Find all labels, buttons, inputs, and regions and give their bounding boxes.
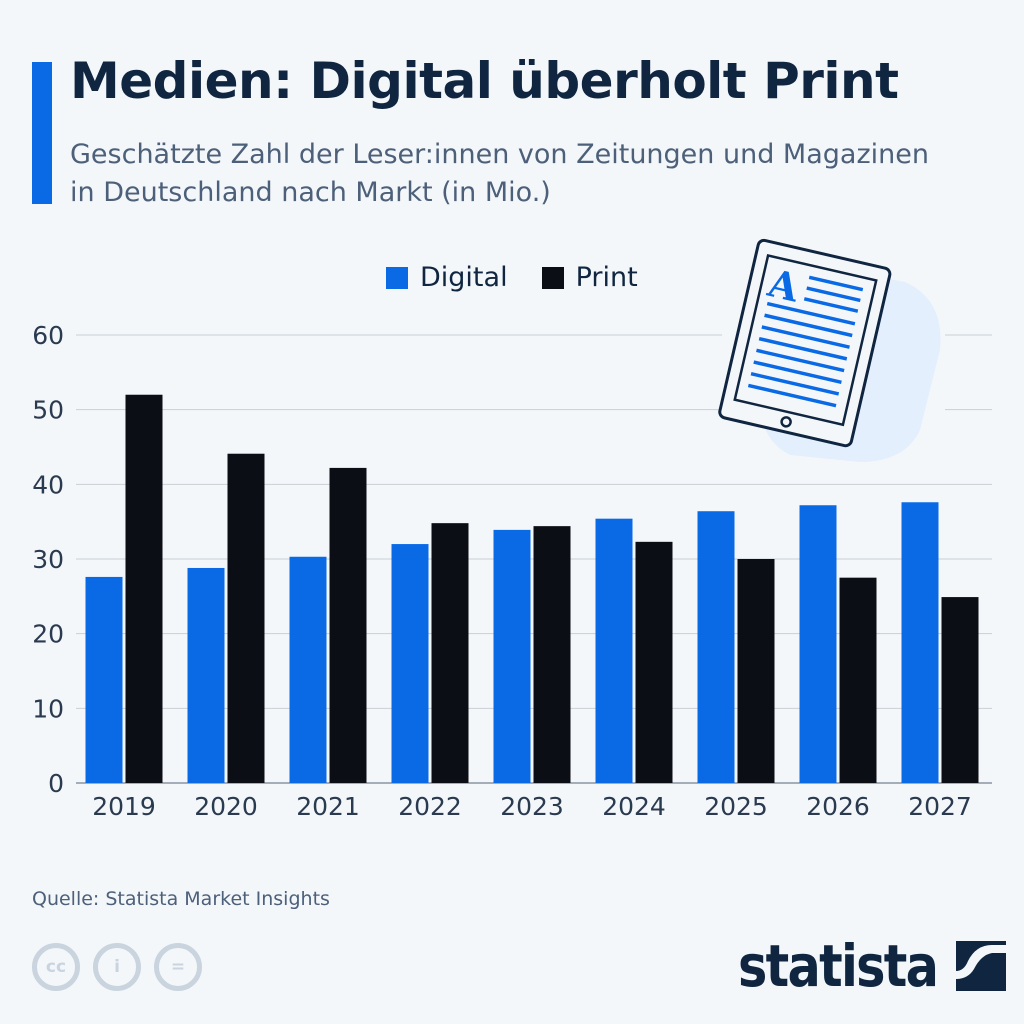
statista-logo-icon bbox=[956, 941, 1007, 991]
bar-print-2019[interactable] bbox=[125, 394, 163, 783]
accent-bar bbox=[32, 62, 52, 204]
y-tick-label: 60 bbox=[32, 321, 64, 350]
legend-label-digital: Digital bbox=[420, 262, 508, 293]
x-tick-label: 2027 bbox=[908, 792, 972, 821]
legend-label-print: Print bbox=[575, 262, 638, 293]
legend-swatch-print bbox=[541, 266, 564, 289]
bar-digital-2020[interactable] bbox=[187, 567, 225, 783]
y-tick-label: 30 bbox=[32, 545, 64, 574]
page-title: Medien: Digital überholt Print bbox=[70, 52, 899, 110]
subtitle: Geschätzte Zahl der Leser:innen von Zeit… bbox=[70, 139, 929, 208]
legend-item-digital: Digital bbox=[386, 262, 508, 293]
bar-print-2026[interactable] bbox=[839, 577, 877, 783]
bar-digital-2022[interactable] bbox=[391, 544, 429, 783]
y-tick-label: 50 bbox=[32, 396, 64, 425]
tablet-icon: A bbox=[718, 238, 892, 448]
source-note: Quelle: Statista Market Insights bbox=[32, 888, 330, 910]
bar-print-2020[interactable] bbox=[227, 453, 265, 783]
x-tick-label: 2023 bbox=[500, 792, 564, 821]
bar-digital-2026[interactable] bbox=[799, 505, 837, 783]
x-tick-label: 2022 bbox=[398, 792, 462, 821]
legend-item-print: Print bbox=[541, 262, 638, 293]
bar-print-2024[interactable] bbox=[635, 541, 673, 783]
legend-swatch-digital bbox=[386, 266, 408, 289]
attribution-icon[interactable]: i bbox=[93, 943, 141, 991]
bar-digital-2021[interactable] bbox=[289, 556, 327, 783]
y-tick-label: 20 bbox=[32, 620, 64, 649]
bar-digital-2027[interactable] bbox=[901, 502, 939, 783]
bar-print-2025[interactable] bbox=[737, 559, 775, 783]
y-tick-label: 40 bbox=[32, 470, 64, 499]
tablet-illustration: A bbox=[718, 238, 941, 462]
y-tick-label: 10 bbox=[32, 694, 64, 723]
bar-print-2027[interactable] bbox=[941, 597, 979, 783]
no-derivatives-icon[interactable]: = bbox=[154, 943, 202, 991]
y-tick-label: 0 bbox=[48, 769, 64, 798]
x-tick-label: 2020 bbox=[194, 792, 258, 821]
x-tick-label: 2024 bbox=[602, 792, 666, 821]
bar-digital-2025[interactable] bbox=[697, 511, 735, 783]
x-tick-label: 2021 bbox=[296, 792, 360, 821]
x-tick-label: 2019 bbox=[92, 792, 156, 821]
bar-digital-2023[interactable] bbox=[493, 529, 531, 783]
statista-logo[interactable]: statista bbox=[738, 932, 1007, 1000]
bar-digital-2024[interactable] bbox=[595, 518, 633, 783]
bar-print-2023[interactable] bbox=[533, 526, 571, 783]
bar-print-2022[interactable] bbox=[431, 523, 469, 783]
legend: Digital Print bbox=[386, 262, 638, 293]
bar-digital-2019[interactable] bbox=[85, 576, 123, 783]
logo-text: statista bbox=[738, 932, 939, 1000]
bar-print-2021[interactable] bbox=[329, 467, 367, 783]
cc-icon[interactable]: cc bbox=[32, 943, 80, 991]
x-tick-label: 2026 bbox=[806, 792, 870, 821]
x-tick-label: 2025 bbox=[704, 792, 768, 821]
